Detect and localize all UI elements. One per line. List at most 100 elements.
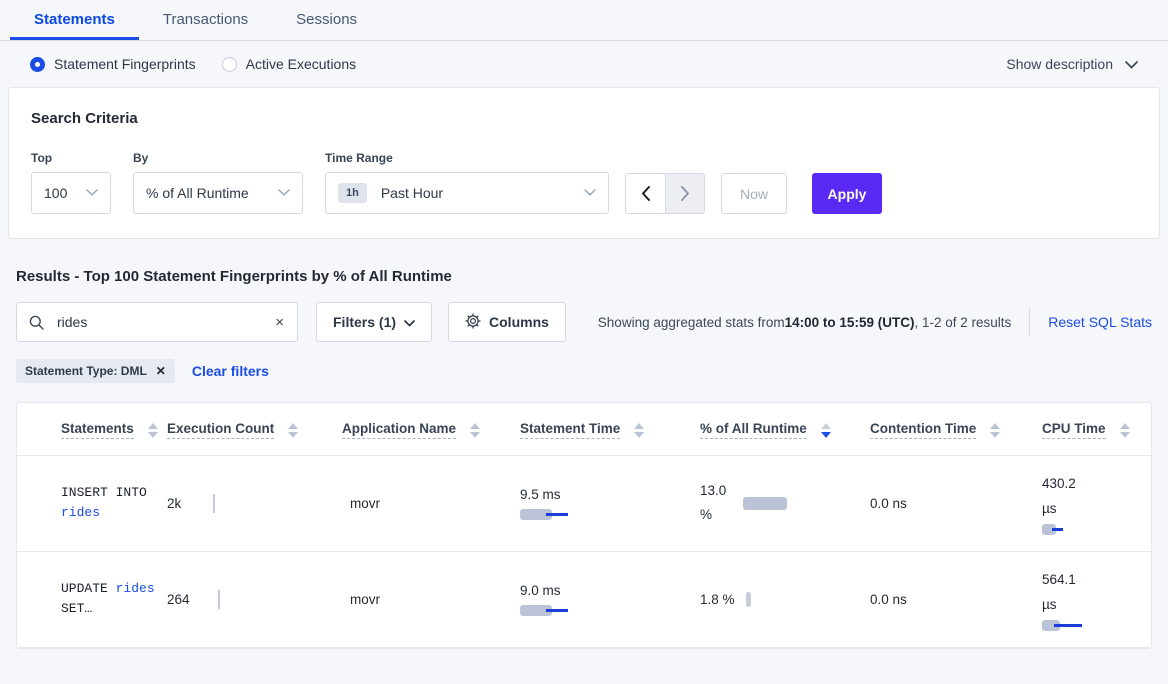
time-next-button[interactable] bbox=[665, 173, 705, 214]
th-contention-time-label: Contention Time bbox=[870, 421, 977, 439]
close-icon[interactable]: × bbox=[275, 313, 284, 331]
clear-filters-link[interactable]: Clear filters bbox=[191, 363, 269, 379]
th-cpu-time[interactable]: CPU Time bbox=[1042, 403, 1151, 456]
cell-contention-time: 0.0 ns bbox=[870, 455, 1042, 552]
application-name-value: movr bbox=[350, 591, 380, 607]
cell-pct-of-all-runtime: 13.0 % bbox=[700, 455, 870, 552]
search-criteria-panel: Search Criteria Top 100 By % of All Runt… bbox=[8, 87, 1160, 239]
apply-button[interactable]: Apply bbox=[812, 173, 882, 214]
chevron-down-icon bbox=[570, 187, 596, 199]
field-top: Top 100 bbox=[31, 151, 111, 214]
sql-keyword: INSERT INTO bbox=[61, 485, 147, 501]
time-range-pill: 1h bbox=[338, 183, 367, 203]
sort-toggle-cpu-time[interactable] bbox=[1119, 422, 1130, 438]
th-pct-of-all-runtime[interactable]: % of All Runtime bbox=[700, 403, 870, 456]
statements-table: Statements Execution Count bbox=[17, 403, 1151, 648]
th-contention-time[interactable]: Contention Time bbox=[870, 403, 1042, 456]
table-header-row: Statements Execution Count bbox=[17, 403, 1151, 456]
now-button[interactable]: Now bbox=[721, 173, 787, 214]
th-statements-label: Statements bbox=[61, 421, 134, 439]
cpu-time-value: 430.2 µs bbox=[1042, 476, 1076, 516]
sort-toggle-execution-count[interactable] bbox=[288, 422, 299, 438]
field-time-range: Time Range 1h Past Hour bbox=[325, 151, 609, 214]
filter-chip-statement-type[interactable]: Statement Type: DML ✕ bbox=[16, 359, 175, 383]
radio-unselected-icon bbox=[221, 56, 237, 72]
stats-suffix: , 1-2 of 2 results bbox=[914, 314, 1012, 330]
table-body: INSERT INTO rides 2k movr bbox=[17, 455, 1151, 648]
results-toolbar: rides × Filters (1) Columns Showing aggr… bbox=[16, 302, 1160, 342]
sql-table-name: rides bbox=[61, 505, 101, 521]
search-criteria-title: Search Criteria bbox=[31, 110, 138, 127]
execution-count-bar bbox=[213, 493, 216, 513]
cell-pct-of-all-runtime: 1.8 % bbox=[700, 551, 870, 648]
filters-button[interactable]: Filters (1) bbox=[316, 302, 433, 342]
sort-toggle-contention-time[interactable] bbox=[990, 422, 1001, 438]
statement-time-value: 9.5 ms bbox=[520, 486, 561, 502]
results-table-card: Statements Execution Count bbox=[16, 402, 1152, 649]
show-description-toggle[interactable]: Show description bbox=[1006, 56, 1138, 72]
tab-sessions[interactable]: Sessions bbox=[272, 0, 381, 40]
stats-prefix: Showing aggregated stats from bbox=[597, 314, 785, 330]
th-application-name[interactable]: Application Name bbox=[342, 403, 520, 456]
tab-statements[interactable]: Statements bbox=[10, 0, 139, 40]
statement-time-value: 9.0 ms bbox=[520, 582, 561, 598]
time-range-value: Past Hour bbox=[380, 185, 444, 201]
time-range-label: Time Range bbox=[325, 151, 393, 165]
columns-button[interactable]: Columns bbox=[448, 302, 566, 342]
cell-statement[interactable]: UPDATE rides SET… bbox=[17, 551, 167, 648]
show-description-label: Show description bbox=[1006, 56, 1113, 72]
chevron-down-icon bbox=[72, 187, 98, 199]
search-input[interactable]: rides × bbox=[16, 302, 298, 342]
results-title: Results - Top 100 Statement Fingerprints… bbox=[16, 268, 452, 285]
cpu-time-value: 564.1 µs bbox=[1042, 571, 1076, 612]
cell-execution-count: 2k bbox=[167, 455, 342, 552]
by-label: By bbox=[133, 151, 149, 165]
radio-statement-fingerprints-label: Statement Fingerprints bbox=[54, 56, 196, 72]
cell-statement-time: 9.0 ms bbox=[520, 551, 700, 648]
pct-of-all-runtime-value: 1.8 % bbox=[700, 591, 735, 607]
table-row[interactable]: UPDATE rides SET… 264 movr bbox=[17, 551, 1151, 648]
filter-chip-label: Statement Type: DML bbox=[25, 364, 147, 378]
th-statements[interactable]: Statements bbox=[17, 403, 167, 456]
cell-statement[interactable]: INSERT INTO rides bbox=[17, 455, 167, 552]
sort-toggle-statements[interactable] bbox=[147, 422, 158, 438]
by-select-value: % of All Runtime bbox=[146, 185, 249, 201]
th-pct-of-all-runtime-label: % of All Runtime bbox=[700, 421, 807, 439]
chevron-down-icon bbox=[264, 187, 290, 199]
time-range-select[interactable]: 1h Past Hour bbox=[325, 172, 609, 214]
radio-selected-icon bbox=[30, 56, 45, 72]
close-icon[interactable]: ✕ bbox=[155, 364, 166, 378]
sql-keyword: UPDATE bbox=[61, 581, 108, 597]
reset-sql-stats-link[interactable]: Reset SQL Stats bbox=[1048, 314, 1152, 330]
time-prev-button[interactable] bbox=[625, 173, 665, 214]
radio-active-executions[interactable]: Active Executions bbox=[221, 56, 356, 72]
th-application-name-label: Application Name bbox=[342, 421, 457, 439]
th-statement-time[interactable]: Statement Time bbox=[520, 403, 700, 456]
apply-button-label: Apply bbox=[827, 185, 867, 202]
th-execution-count[interactable]: Execution Count bbox=[167, 403, 342, 456]
tab-transactions[interactable]: Transactions bbox=[139, 0, 272, 40]
results-stats-text: Showing aggregated stats from 14:00 to 1… bbox=[597, 307, 1031, 337]
time-nav-buttons bbox=[625, 173, 705, 214]
contention-time-value: 0.0 ns bbox=[870, 495, 907, 511]
radio-statement-fingerprints[interactable]: Statement Fingerprints bbox=[30, 56, 196, 72]
table-row[interactable]: INSERT INTO rides 2k movr bbox=[17, 455, 1151, 552]
sort-toggle-statement-time[interactable] bbox=[634, 422, 645, 438]
th-cpu-time-label: CPU Time bbox=[1042, 421, 1106, 439]
sort-toggle-pct-of-all-runtime[interactable] bbox=[820, 422, 831, 438]
sql-table-name: rides bbox=[115, 581, 155, 597]
top-select[interactable]: 100 bbox=[31, 172, 111, 214]
by-select[interactable]: % of All Runtime bbox=[133, 172, 303, 214]
view-toggle-row: Statement Fingerprints Active Executions… bbox=[8, 41, 1160, 87]
active-filters-row: Statement Type: DML ✕ Clear filters bbox=[16, 359, 1160, 383]
sql-tail: SET… bbox=[61, 601, 93, 617]
pct-of-all-runtime-value: 13.0 % bbox=[700, 482, 727, 523]
filters-button-label: Filters (1) bbox=[333, 314, 397, 330]
sort-toggle-application-name[interactable] bbox=[470, 422, 481, 438]
gear-icon bbox=[465, 312, 481, 332]
execution-count-value: 264 bbox=[167, 591, 190, 607]
th-statement-time-label: Statement Time bbox=[520, 421, 621, 439]
execution-count-bar bbox=[217, 589, 220, 609]
stats-time-range: 14:00 to 15:59 (UTC) bbox=[784, 314, 915, 330]
cell-contention-time: 0.0 ns bbox=[870, 551, 1042, 648]
